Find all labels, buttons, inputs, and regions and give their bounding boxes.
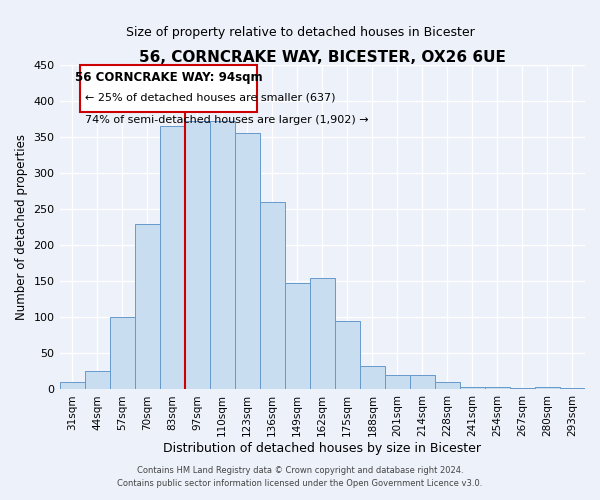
Text: Contains HM Land Registry data © Crown copyright and database right 2024.
Contai: Contains HM Land Registry data © Crown c…: [118, 466, 482, 487]
Text: 74% of semi-detached houses are larger (1,902) →: 74% of semi-detached houses are larger (…: [85, 116, 368, 126]
Bar: [285, 284, 310, 390]
Bar: [535, 386, 560, 390]
Bar: [160, 126, 185, 390]
Bar: [134, 224, 160, 390]
Bar: [460, 386, 485, 390]
Bar: [110, 318, 134, 390]
Bar: [260, 202, 285, 390]
Bar: [209, 121, 235, 390]
Bar: [185, 121, 209, 390]
Bar: [59, 382, 85, 390]
Bar: [360, 366, 385, 390]
Bar: [560, 388, 585, 390]
FancyBboxPatch shape: [80, 65, 257, 112]
Text: 56 CORNCRAKE WAY: 94sqm: 56 CORNCRAKE WAY: 94sqm: [74, 72, 262, 85]
Bar: [310, 278, 335, 390]
Title: 56, CORNCRAKE WAY, BICESTER, OX26 6UE: 56, CORNCRAKE WAY, BICESTER, OX26 6UE: [139, 50, 506, 65]
Y-axis label: Number of detached properties: Number of detached properties: [15, 134, 28, 320]
Text: Size of property relative to detached houses in Bicester: Size of property relative to detached ho…: [125, 26, 475, 39]
Bar: [85, 372, 110, 390]
Bar: [435, 382, 460, 390]
X-axis label: Distribution of detached houses by size in Bicester: Distribution of detached houses by size …: [163, 442, 481, 455]
Bar: [385, 375, 410, 390]
Bar: [510, 388, 535, 390]
Text: ← 25% of detached houses are smaller (637): ← 25% of detached houses are smaller (63…: [85, 92, 335, 102]
Bar: [485, 386, 510, 390]
Bar: [335, 321, 360, 390]
Bar: [235, 134, 260, 390]
Bar: [410, 375, 435, 390]
